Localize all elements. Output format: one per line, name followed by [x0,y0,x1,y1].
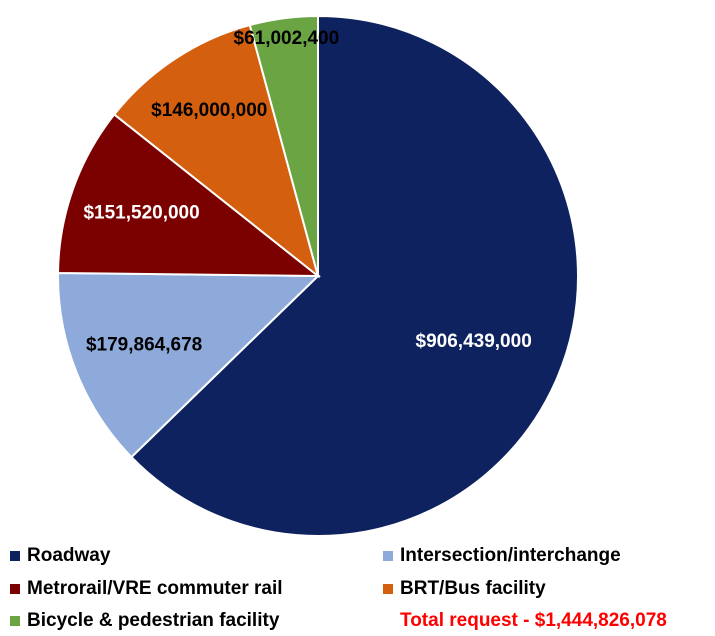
legend-label: Roadway [27,545,111,566]
legend-label: Intersection/interchange [400,545,621,566]
legend-swatch [10,584,20,594]
legend-swatch [10,551,20,561]
pie-slice [130,14,579,537]
slice-label: $146,000,000 [151,100,267,121]
legend-swatch [383,551,393,561]
legend-label: Metrorail/VRE commuter rail [27,578,283,599]
legend-swatch [383,584,393,594]
pie-slice [112,23,320,279]
slice-label: $61,002,400 [234,28,340,49]
pie-slice [248,14,319,277]
total-annotation: Total request - $1,444,826,078 [400,610,667,631]
legend-label: BRT/Bus facility [400,578,546,599]
pie-slice [57,113,321,278]
slice-label: $906,439,000 [416,331,532,352]
slice-label: $151,520,000 [83,202,199,223]
slice-label: $179,864,678 [86,334,202,355]
legend-swatch [10,616,20,626]
pie-slice [57,271,321,459]
legend-label: Bicycle & pedestrian facility [27,610,280,631]
